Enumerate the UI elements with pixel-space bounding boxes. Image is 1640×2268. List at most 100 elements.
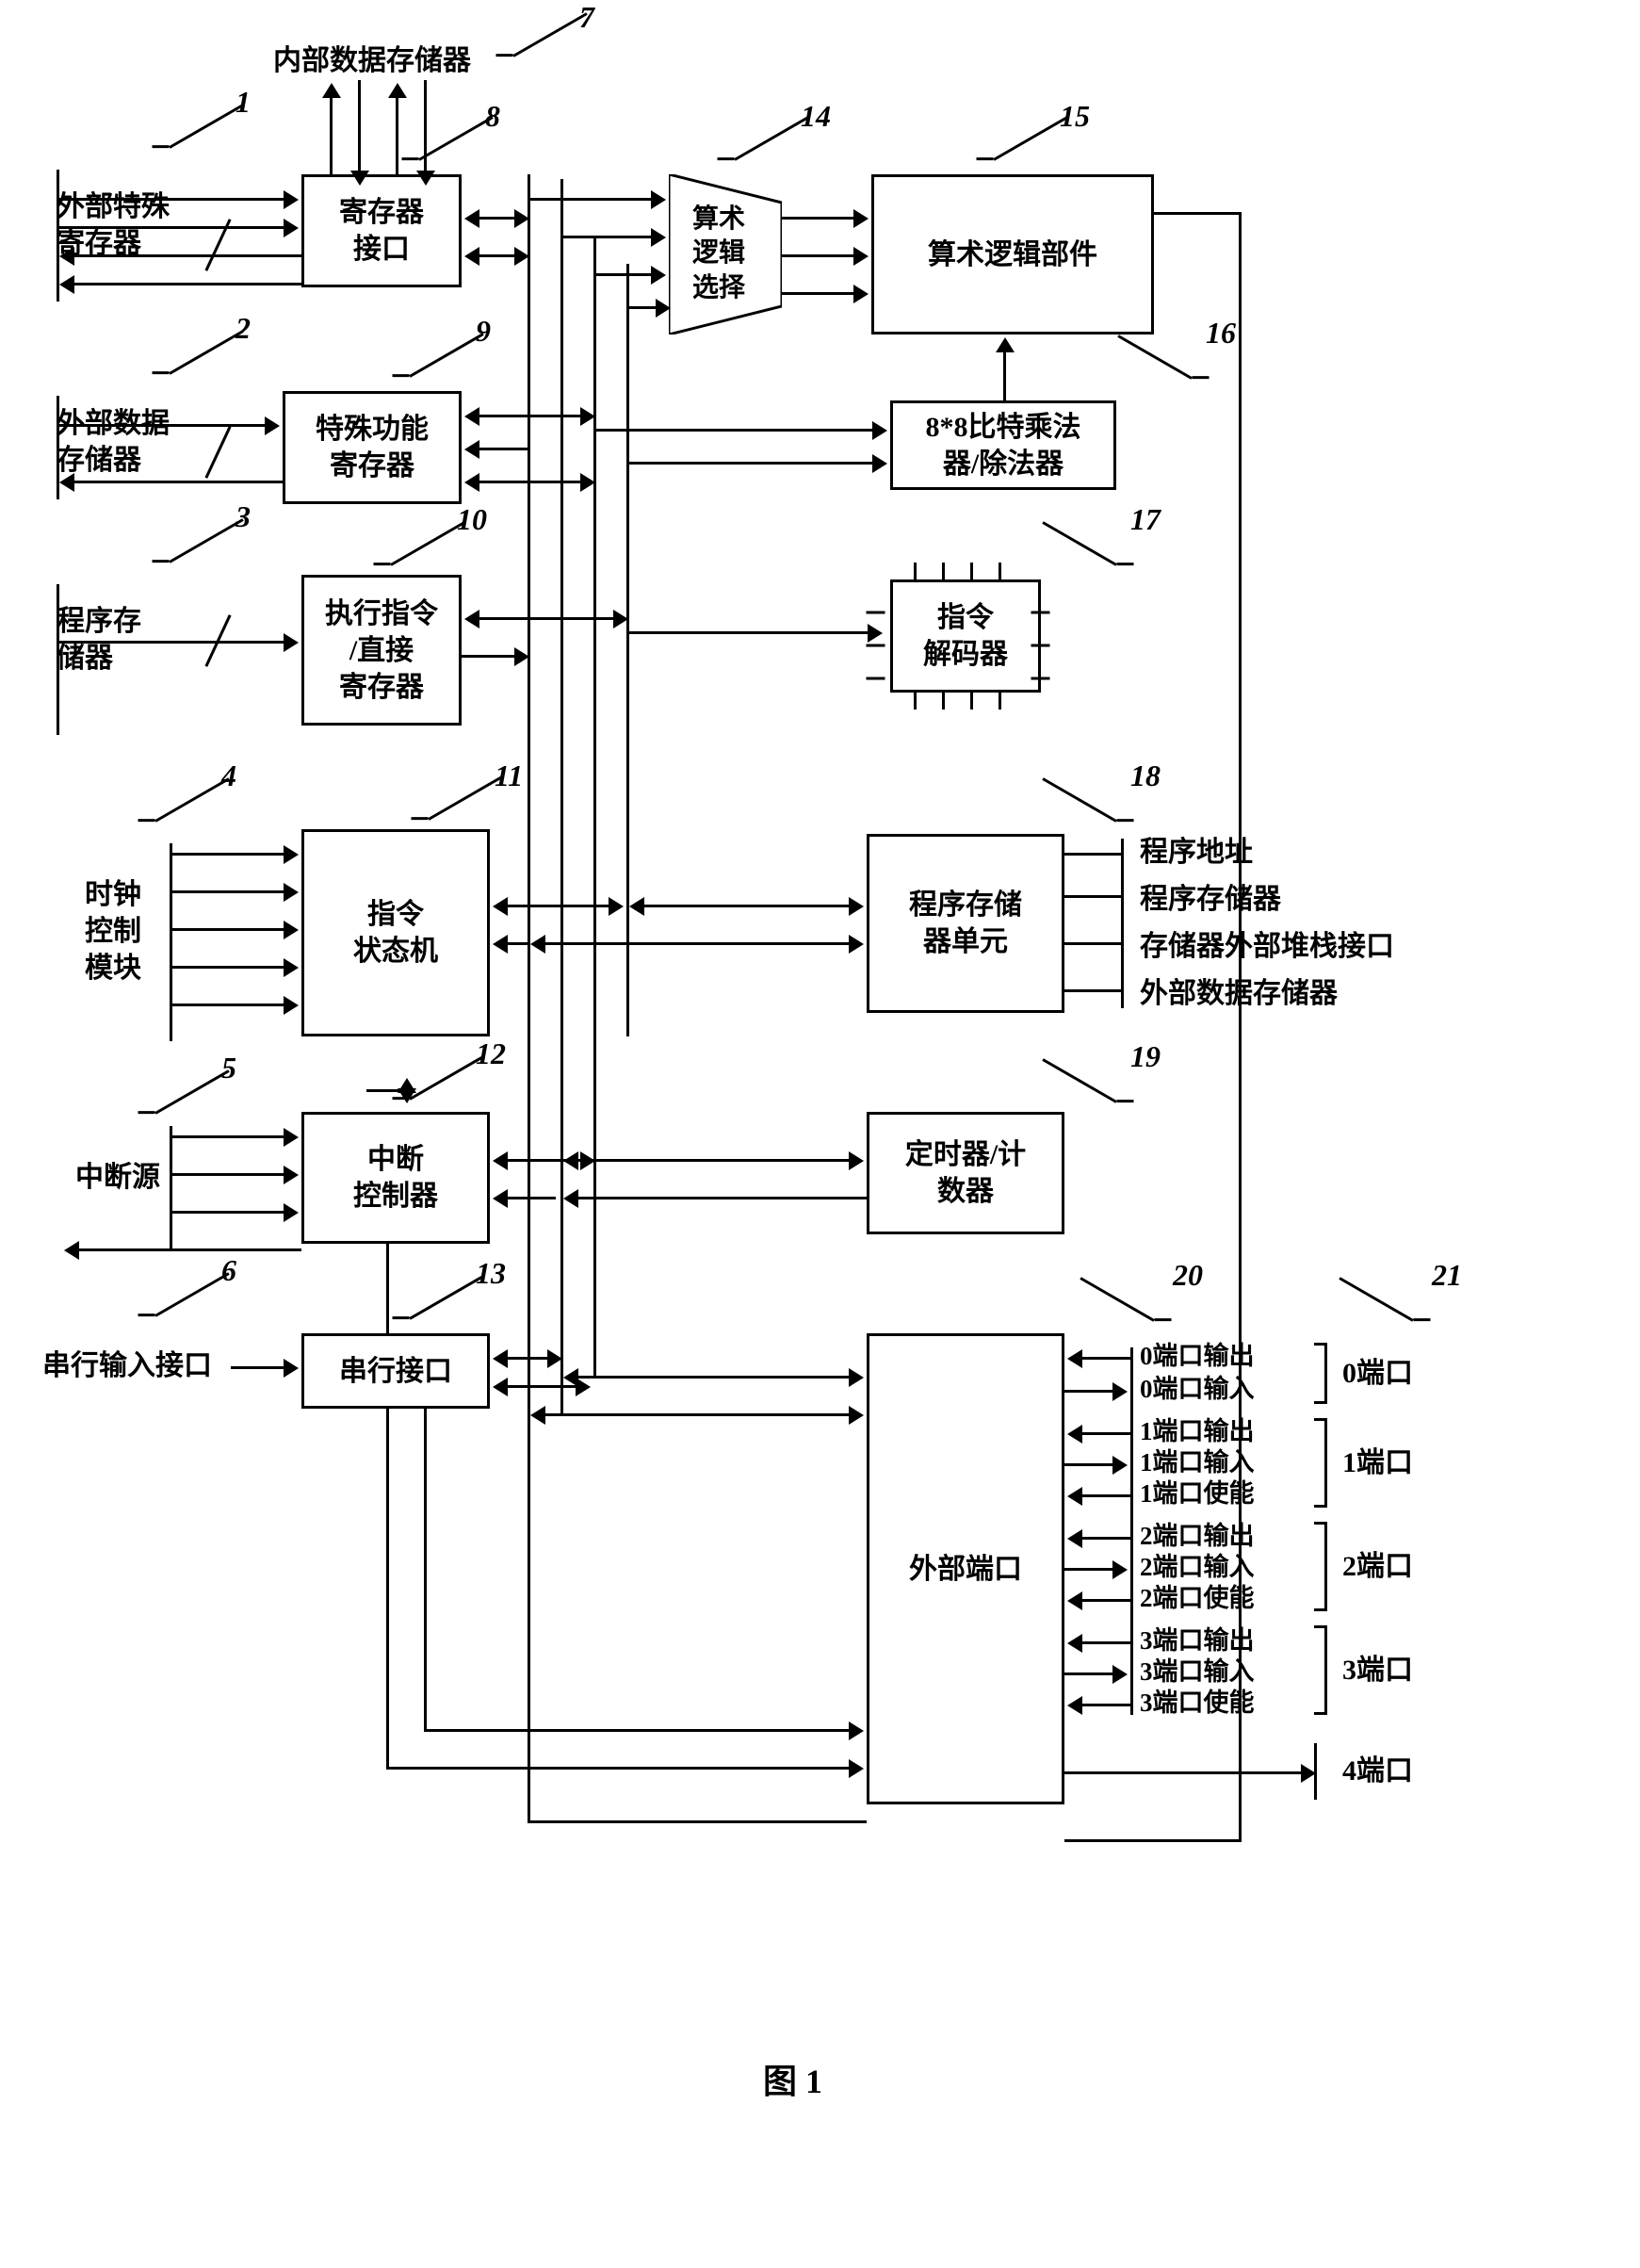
conn (75, 1248, 301, 1251)
port-label: 3端口输入 (1140, 1656, 1255, 1689)
conn (1130, 1347, 1133, 1715)
conn (57, 198, 287, 201)
num-12: 12 (476, 1036, 506, 1071)
conn (575, 1376, 852, 1379)
tick (867, 612, 885, 614)
conn (170, 843, 172, 1041)
conn (170, 1135, 287, 1138)
conn (57, 584, 59, 735)
tick (942, 563, 945, 581)
conn (528, 198, 655, 201)
port-label: 3端口使能 (1140, 1687, 1255, 1720)
bus (528, 174, 530, 1823)
conn (1003, 349, 1006, 400)
conn (170, 890, 287, 893)
leader (1042, 777, 1116, 823)
ext-label-5: 中断源 (75, 1159, 160, 1196)
block-label: 程序存储 器单元 (909, 887, 1022, 960)
conn (330, 94, 333, 174)
num-14: 14 (801, 99, 831, 134)
conn (626, 631, 871, 634)
tick (914, 691, 917, 710)
num-20: 20 (1173, 1258, 1203, 1293)
block-label: 定时器/计 数器 (905, 1136, 1026, 1210)
leader (993, 116, 1067, 161)
block-prog-mem-unit: 程序存储 器单元 (867, 834, 1064, 1013)
conn (170, 966, 287, 969)
block-label: 中断 控制器 (353, 1141, 438, 1215)
out-label: 外部数据存储器 (1140, 975, 1338, 1012)
conn (57, 226, 287, 229)
conn (542, 942, 852, 945)
leader (428, 775, 502, 821)
ext-label-7: 内部数据存储器 (273, 42, 471, 79)
block-exec-direct-reg: 执行指令 /直接 寄存器 (301, 575, 462, 726)
conn (575, 1197, 867, 1199)
conn (1064, 895, 1121, 898)
conn (504, 942, 528, 945)
conn (358, 80, 361, 174)
tick (1031, 645, 1050, 647)
num-1: 1 (235, 85, 251, 120)
conn (424, 1409, 427, 1729)
num-7: 7 (579, 0, 594, 35)
port-label: 2端口输出 (1140, 1520, 1255, 1553)
tick (914, 563, 917, 581)
leader (390, 521, 464, 566)
conn (71, 481, 283, 483)
conn (386, 1767, 852, 1770)
conn (575, 1159, 852, 1162)
block-label: 串行接口 (339, 1353, 452, 1390)
conn (386, 1409, 389, 1767)
num-21: 21 (1432, 1258, 1462, 1293)
leader (1117, 334, 1192, 380)
conn (71, 254, 301, 257)
num-13: 13 (476, 1256, 506, 1291)
block-alu: 算术逻辑部件 (871, 174, 1154, 334)
conn (57, 424, 268, 427)
conn (1079, 1704, 1130, 1706)
block-label: 执行指令 /直接 寄存器 (325, 596, 438, 706)
leader (1042, 1058, 1116, 1103)
conn (1064, 1672, 1116, 1675)
conn (560, 236, 655, 238)
block-label: 指令 解码器 (923, 599, 1008, 673)
conn (641, 905, 852, 907)
bracket (1314, 1343, 1327, 1404)
block-label: 8*8比特乘法 器/除法器 (926, 409, 1081, 482)
conn (1064, 1390, 1116, 1393)
num-2: 2 (235, 311, 251, 346)
port-group: 1端口 (1342, 1444, 1413, 1481)
leader (169, 104, 243, 149)
conn (231, 1366, 287, 1369)
conn (170, 1126, 172, 1248)
conn (1064, 1568, 1116, 1571)
conn (782, 292, 857, 295)
conn (1079, 1494, 1130, 1497)
conn (1064, 1839, 1242, 1842)
leader (1042, 521, 1116, 566)
block-sfr: 特殊功能 寄存器 (283, 391, 462, 504)
conn (1064, 853, 1121, 856)
port-label: 1端口输入 (1140, 1446, 1255, 1479)
block-label: 指令 状态机 (353, 896, 438, 970)
conn (170, 1173, 287, 1176)
num-10: 10 (457, 502, 487, 537)
leader (154, 1069, 229, 1115)
conn (170, 928, 287, 931)
bus (626, 264, 629, 1036)
bus (560, 179, 563, 1413)
num-4: 4 (221, 759, 236, 793)
conn (782, 217, 857, 220)
tick (999, 563, 1001, 581)
leader (1080, 1277, 1154, 1322)
conn (57, 641, 287, 644)
conn (1121, 839, 1124, 1008)
block-decoder: 指令 解码器 (890, 579, 1041, 693)
out-label: 程序存储器 (1140, 881, 1281, 918)
block-interrupt-controller: 中断 控制器 (301, 1112, 490, 1244)
bracket (1314, 1418, 1327, 1508)
block-label: 寄存器 接口 (339, 194, 424, 268)
figure-caption: 图 1 (763, 2054, 822, 2103)
port-label: 0端口输入 (1140, 1373, 1255, 1406)
